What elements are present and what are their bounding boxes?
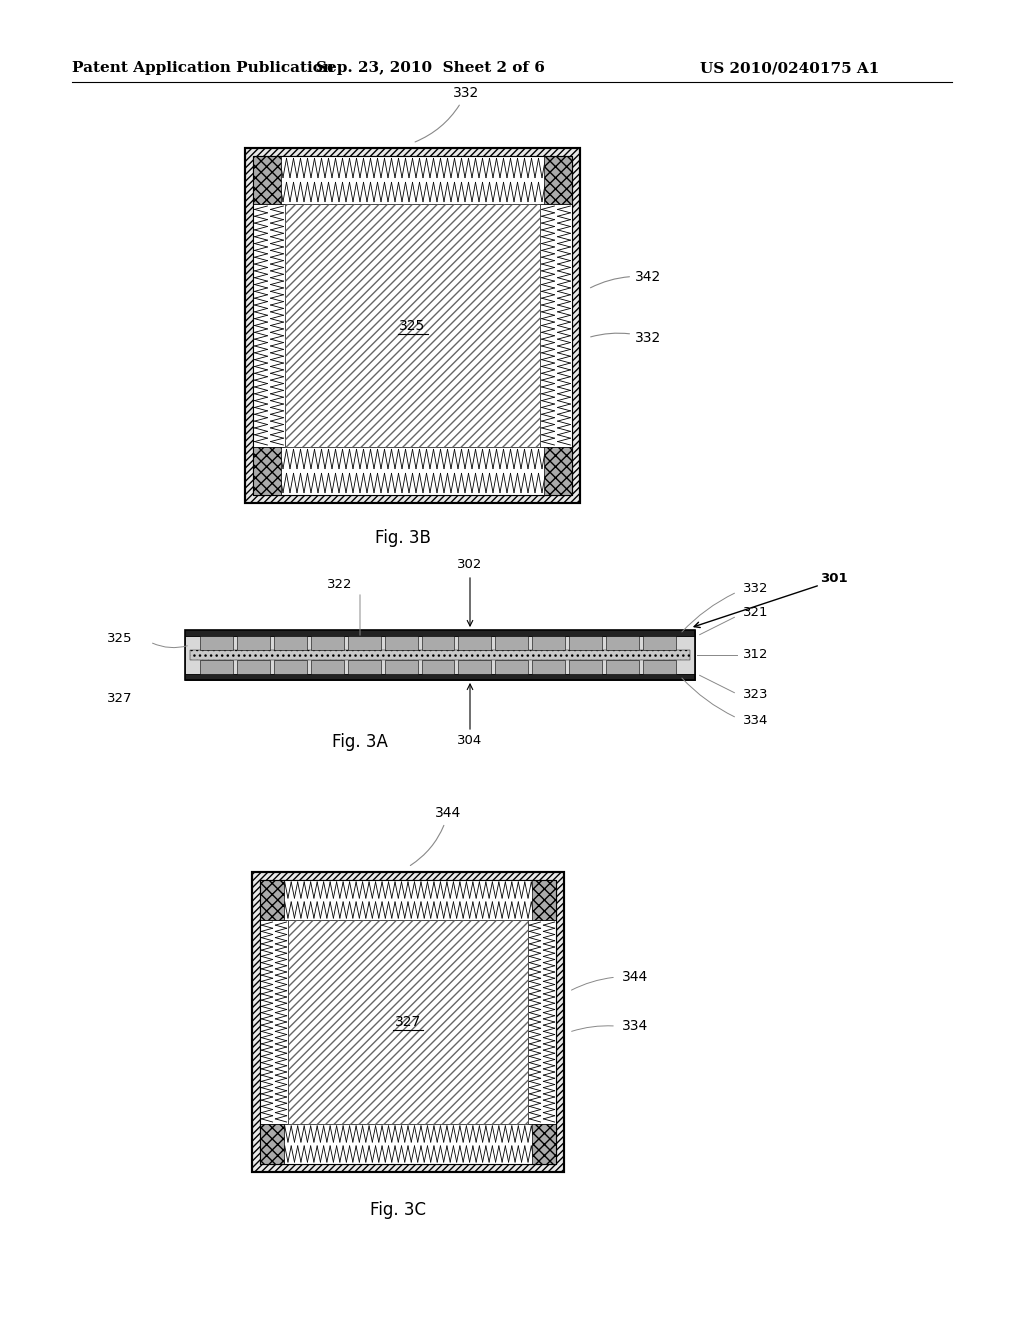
Bar [253,156,572,495]
Bar [348,636,381,649]
Bar [532,1125,556,1164]
Bar [252,873,564,1172]
Bar [459,636,492,649]
Bar [643,636,676,649]
Bar [606,636,639,649]
Bar [260,880,284,920]
Text: 344: 344 [411,807,461,866]
Bar [310,636,344,649]
Bar [252,873,564,1172]
Bar [260,880,556,1164]
Bar [260,880,556,920]
Bar [260,1125,556,1164]
Bar [540,205,572,447]
Bar [422,660,455,675]
Text: 304: 304 [458,734,482,747]
Text: 325: 325 [399,318,426,333]
Bar [606,660,639,675]
Bar [260,1125,284,1164]
Bar [569,636,602,649]
Bar [190,649,690,660]
Text: Fig. 3A: Fig. 3A [332,733,388,751]
Text: US 2010/0240175 A1: US 2010/0240175 A1 [700,61,880,75]
Bar [260,880,556,1164]
Bar [496,636,528,649]
Bar [459,660,492,675]
Bar [285,205,540,447]
Bar [288,920,528,1125]
Bar [496,660,528,675]
Bar [245,148,580,503]
Bar [273,660,307,675]
Text: 321: 321 [743,606,768,619]
Text: Sep. 23, 2010  Sheet 2 of 6: Sep. 23, 2010 Sheet 2 of 6 [315,61,545,75]
Bar [569,660,602,675]
Text: Patent Application Publication: Patent Application Publication [72,61,334,75]
Bar [273,636,307,649]
Bar [422,636,455,649]
Bar [288,920,528,1125]
Text: 334: 334 [743,714,768,726]
Text: 332: 332 [591,330,662,345]
Bar [185,675,695,680]
Bar [200,660,232,675]
Text: Fig. 3C: Fig. 3C [370,1201,426,1218]
Bar [253,156,281,205]
Bar [253,205,285,447]
Text: 332: 332 [743,582,768,594]
Bar [643,660,676,675]
Bar [237,660,270,675]
Bar [385,636,418,649]
Bar [260,920,288,1125]
Bar [532,880,556,920]
Bar [532,636,565,649]
Bar [185,630,695,680]
Text: Fig. 3B: Fig. 3B [375,529,430,546]
Bar [285,205,540,447]
Bar [385,660,418,675]
Text: 323: 323 [743,688,768,701]
Text: 342: 342 [591,269,662,288]
Text: 301: 301 [820,572,848,585]
Bar [310,660,344,675]
Text: 322: 322 [328,578,352,591]
Bar [185,636,695,675]
Bar [253,156,572,495]
Bar [245,148,580,503]
Text: 325: 325 [108,631,133,644]
Bar [253,447,281,495]
Bar [253,447,572,495]
Bar [544,447,572,495]
Bar [528,920,556,1125]
Text: 327: 327 [108,692,133,705]
Text: 302: 302 [458,558,482,572]
Bar [253,156,572,205]
Bar [185,630,695,636]
Text: 312: 312 [743,648,768,661]
Bar [544,156,572,205]
Bar [532,660,565,675]
Text: 334: 334 [622,1019,648,1034]
Text: 332: 332 [415,86,479,143]
Text: 344: 344 [622,970,648,985]
Text: 327: 327 [395,1015,421,1030]
Bar [237,636,270,649]
Bar [348,660,381,675]
Bar [200,636,232,649]
